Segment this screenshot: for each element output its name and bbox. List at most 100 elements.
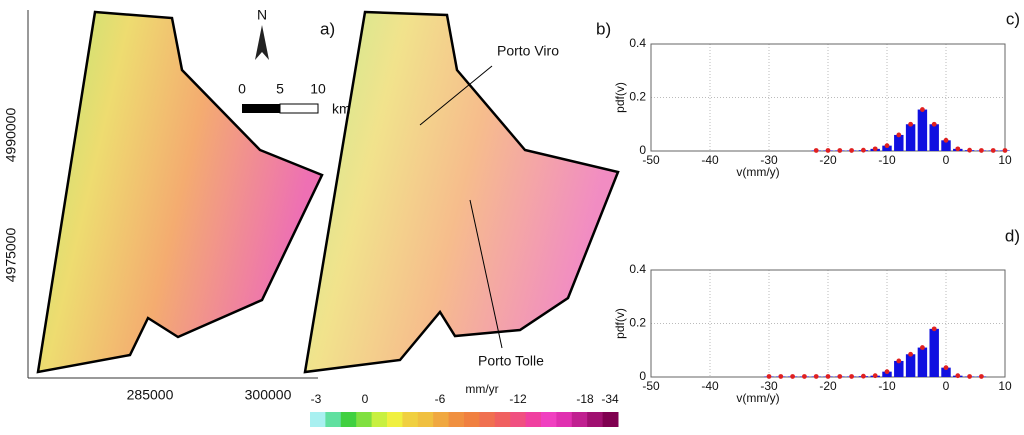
- colorbar-cell: [325, 412, 342, 427]
- colorbar-cell: [525, 412, 542, 427]
- panel-label: b): [596, 19, 611, 38]
- colorbar-cell: [448, 412, 465, 427]
- x-tick-label: -10: [878, 153, 896, 167]
- colorbar-cell: [371, 412, 388, 427]
- scale-unit: km: [332, 101, 351, 117]
- bar-marker: [896, 132, 902, 138]
- colorbar-cell: [433, 412, 450, 427]
- colorbar-cell: [479, 412, 496, 427]
- scale-tick: 0: [238, 81, 246, 97]
- bar-marker: [813, 148, 819, 153]
- bar-marker: [778, 374, 784, 379]
- y-tick-label: 0.2: [629, 90, 646, 104]
- x-tick-label: 0: [943, 379, 950, 393]
- y-axis-label: pdf(v): [613, 82, 627, 113]
- colorbar-tick: -12: [509, 392, 527, 406]
- scale-bar: [279, 103, 319, 114]
- colorbar-cell: [402, 412, 419, 427]
- colorbar-cell: [602, 412, 619, 427]
- colorbar-cell: [417, 412, 434, 427]
- bar-marker: [967, 374, 972, 379]
- bar-marker: [813, 374, 819, 379]
- annotation: Porto Viro: [497, 43, 559, 59]
- x-tick-label: 10: [998, 153, 1012, 167]
- colorbar-cell: [464, 412, 480, 427]
- bar: [905, 124, 916, 151]
- colorbar-cell: [541, 412, 557, 427]
- bar-marker: [1002, 148, 1008, 153]
- y-axis-label: pdf(v): [613, 308, 627, 339]
- bar-marker: [872, 146, 878, 152]
- bar-marker: [979, 374, 984, 379]
- x-tick-label: 0: [943, 153, 950, 167]
- panel-label: c): [1006, 9, 1020, 28]
- bar-marker: [884, 143, 890, 149]
- colorbar-cell: [387, 412, 403, 427]
- bar-marker: [849, 374, 854, 379]
- y-tick-label: 0.2: [629, 316, 646, 330]
- colorbar-tick: -34: [601, 392, 619, 406]
- bar-marker: [931, 326, 937, 332]
- bar: [929, 328, 939, 377]
- y-tick-label: 0.4: [629, 262, 646, 276]
- bar-marker: [837, 374, 843, 379]
- bar-marker: [920, 345, 925, 350]
- x-tick-label: -50: [642, 153, 660, 167]
- bar-marker: [908, 351, 913, 357]
- bar: [882, 371, 892, 377]
- scale-tick: 5: [276, 81, 284, 97]
- x-axis-label: v(mm/y): [736, 391, 779, 405]
- map-outline: [36, 10, 324, 374]
- x-tick-label: -40: [701, 379, 719, 393]
- bar-marker: [802, 374, 807, 379]
- colorbar-cell: [571, 412, 588, 427]
- bar-marker: [849, 148, 854, 153]
- x-tick-label: -30: [760, 379, 778, 393]
- colorbar-cell: [310, 412, 326, 427]
- bar: [905, 354, 916, 377]
- x-tick-label: -40: [701, 153, 719, 167]
- x-tick-label: -20: [819, 153, 837, 167]
- bar-marker: [825, 374, 831, 379]
- bar-marker: [955, 373, 961, 379]
- colorbar-cell: [510, 412, 527, 427]
- bar-marker: [943, 137, 949, 143]
- bar-marker: [837, 148, 843, 153]
- leader-line: [469, 199, 503, 349]
- bar: [894, 360, 904, 377]
- x-tick-label: 300000: [245, 387, 292, 403]
- bar-marker: [943, 365, 949, 371]
- bar: [917, 109, 928, 151]
- colorbar-cell: [356, 412, 373, 427]
- bar: [929, 124, 939, 151]
- bar-marker: [920, 107, 925, 112]
- x-tick-label: 10: [998, 379, 1012, 393]
- map-outline: [303, 10, 620, 374]
- leader-line: [419, 65, 493, 126]
- x-tick-label: -20: [819, 379, 837, 393]
- bar-marker: [931, 121, 937, 127]
- colorbar-cell: [587, 412, 604, 427]
- colorbar-unit: mm/yr: [465, 382, 498, 396]
- y-tick-label: 4990000: [3, 108, 19, 163]
- bar-marker: [884, 369, 890, 375]
- colorbar-cell: [494, 412, 511, 427]
- x-axis-label: v(mm/y): [736, 165, 779, 179]
- bar-marker: [908, 121, 913, 127]
- x-tick-label: -10: [878, 379, 896, 393]
- bar: [941, 140, 951, 151]
- colorbar-cell: [340, 412, 357, 427]
- colorbar-cell: [556, 412, 573, 427]
- x-tick-label: -30: [760, 153, 778, 167]
- colorbar-tick: -3: [311, 392, 322, 406]
- colorbar-tick: -6: [435, 392, 446, 406]
- bar-marker: [955, 146, 961, 152]
- colorbar-tick: -18: [576, 392, 594, 406]
- bar-marker: [766, 374, 772, 379]
- panel-label: a): [320, 19, 335, 38]
- bar-marker: [861, 147, 866, 153]
- north-arrow: [255, 25, 269, 60]
- panel-label: d): [1005, 226, 1020, 245]
- bar-marker: [967, 147, 972, 153]
